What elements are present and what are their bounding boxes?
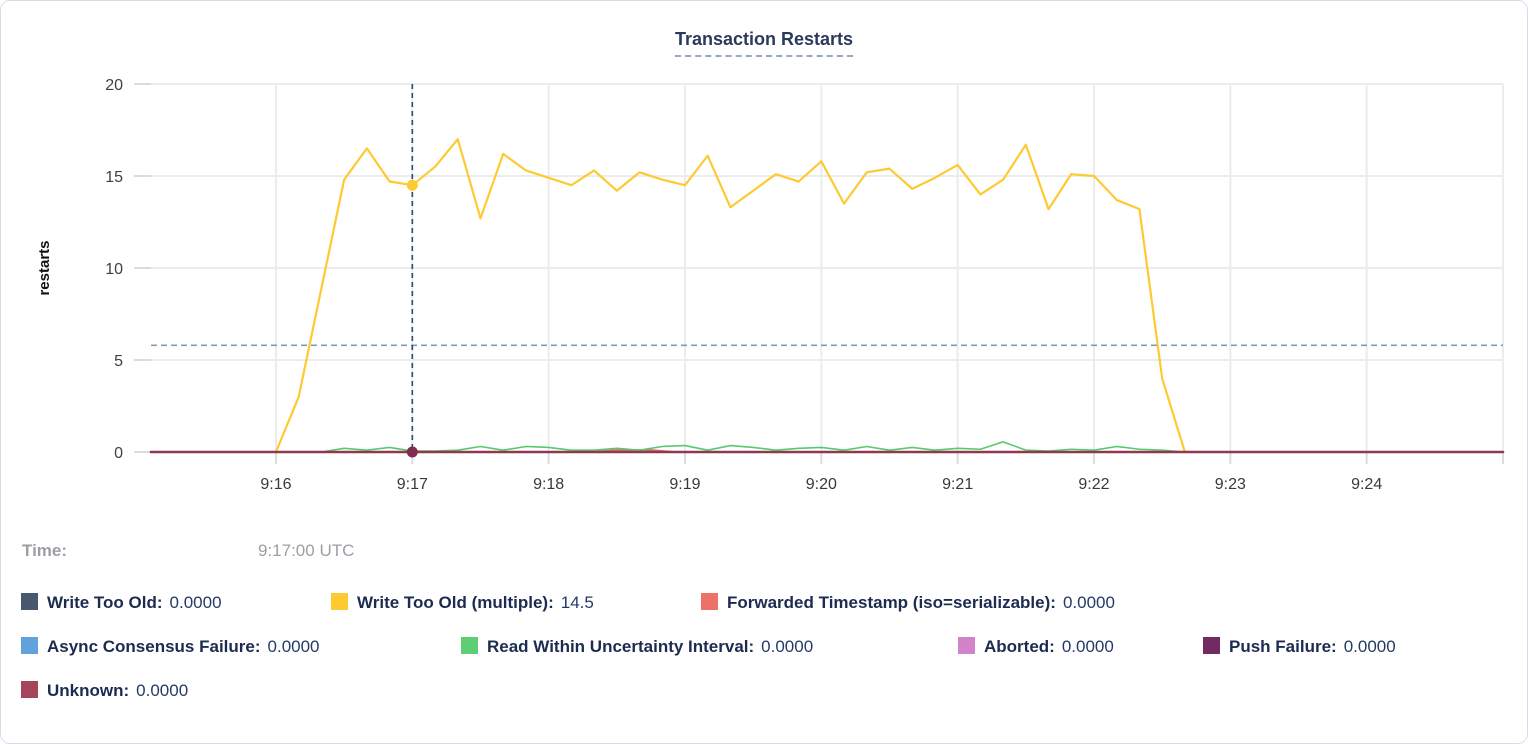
legend-value: 0.0000 xyxy=(761,637,814,656)
legend-item-read-within-uncertainty: Read Within Uncertainty Interval: 0.0000 xyxy=(461,637,813,659)
legend-swatch xyxy=(21,593,38,610)
legend-value: 0.0000 xyxy=(1062,593,1115,612)
legend-value: 14.5 xyxy=(560,593,594,612)
svg-text:9:20: 9:20 xyxy=(806,476,837,493)
svg-text:9:17: 9:17 xyxy=(397,476,428,493)
svg-text:10: 10 xyxy=(105,261,123,278)
hover-time-row: Time: 9:17:00 UTC xyxy=(1,541,1527,565)
legend-label: Unknown: xyxy=(47,681,130,700)
svg-text:5: 5 xyxy=(114,353,123,370)
legend-item-push-failure: Push Failure: 0.0000 xyxy=(1203,637,1396,659)
svg-text:9:23: 9:23 xyxy=(1215,476,1246,493)
time-label: Time: xyxy=(22,541,68,560)
legend-label: Write Too Old: xyxy=(47,593,163,612)
legend-item-async-consensus-failure: Async Consensus Failure: 0.0000 xyxy=(21,637,320,659)
legend-swatch xyxy=(958,637,975,654)
legend-item-unknown: Unknown: 0.0000 xyxy=(21,681,188,703)
legend-item-forwarded-timestamp: Forwarded Timestamp (iso=serializable): 0… xyxy=(701,593,1115,615)
legend-swatch xyxy=(21,681,38,698)
svg-text:9:24: 9:24 xyxy=(1351,476,1382,493)
chart-title-row: Transaction Restarts xyxy=(1,29,1527,57)
legend-item-write-too-old: Write Too Old: 0.0000 xyxy=(21,593,222,615)
legend-swatch xyxy=(701,593,718,610)
legend-label: Read Within Uncertainty Interval: xyxy=(487,637,755,656)
legend-value: 0.0000 xyxy=(169,593,222,612)
svg-text:20: 20 xyxy=(105,77,123,94)
legend-value: 0.0000 xyxy=(1061,637,1114,656)
time-value: 9:17:00 UTC xyxy=(258,541,355,560)
chart-title[interactable]: Transaction Restarts xyxy=(674,29,854,57)
legend-value: 0.0000 xyxy=(1343,637,1396,656)
svg-text:9:22: 9:22 xyxy=(1078,476,1109,493)
svg-text:0: 0 xyxy=(114,445,123,462)
svg-text:9:18: 9:18 xyxy=(533,476,564,493)
legend-item-aborted: Aborted: 0.0000 xyxy=(958,637,1114,659)
legend-swatch xyxy=(1203,637,1220,654)
legend-label: Aborted: xyxy=(984,637,1055,656)
legend-label: Async Consensus Failure: xyxy=(47,637,261,656)
svg-text:9:19: 9:19 xyxy=(669,476,700,493)
svg-text:15: 15 xyxy=(105,169,123,186)
legend-value: 0.0000 xyxy=(136,681,189,700)
line-chart-plot-area[interactable]: 0 5 10 15 20 restarts 9:16 9:17 9:18 9:19 9:20 9:21… xyxy=(1,61,1528,511)
svg-text:9:16: 9:16 xyxy=(260,476,291,493)
legend-swatch xyxy=(331,593,348,610)
legend-value: 0.0000 xyxy=(267,637,320,656)
legend-label: Write Too Old (multiple): xyxy=(357,593,554,612)
legend-swatch xyxy=(21,637,38,654)
legend-label: Push Failure: xyxy=(1229,637,1337,656)
legend-swatch xyxy=(461,637,478,654)
svg-text:restarts: restarts xyxy=(36,240,53,295)
svg-text:9:21: 9:21 xyxy=(942,476,973,493)
legend-label: Forwarded Timestamp (iso=serializable): xyxy=(727,593,1056,612)
legend-item-write-too-old-multiple: Write Too Old (multiple): 14.5 xyxy=(331,593,594,615)
